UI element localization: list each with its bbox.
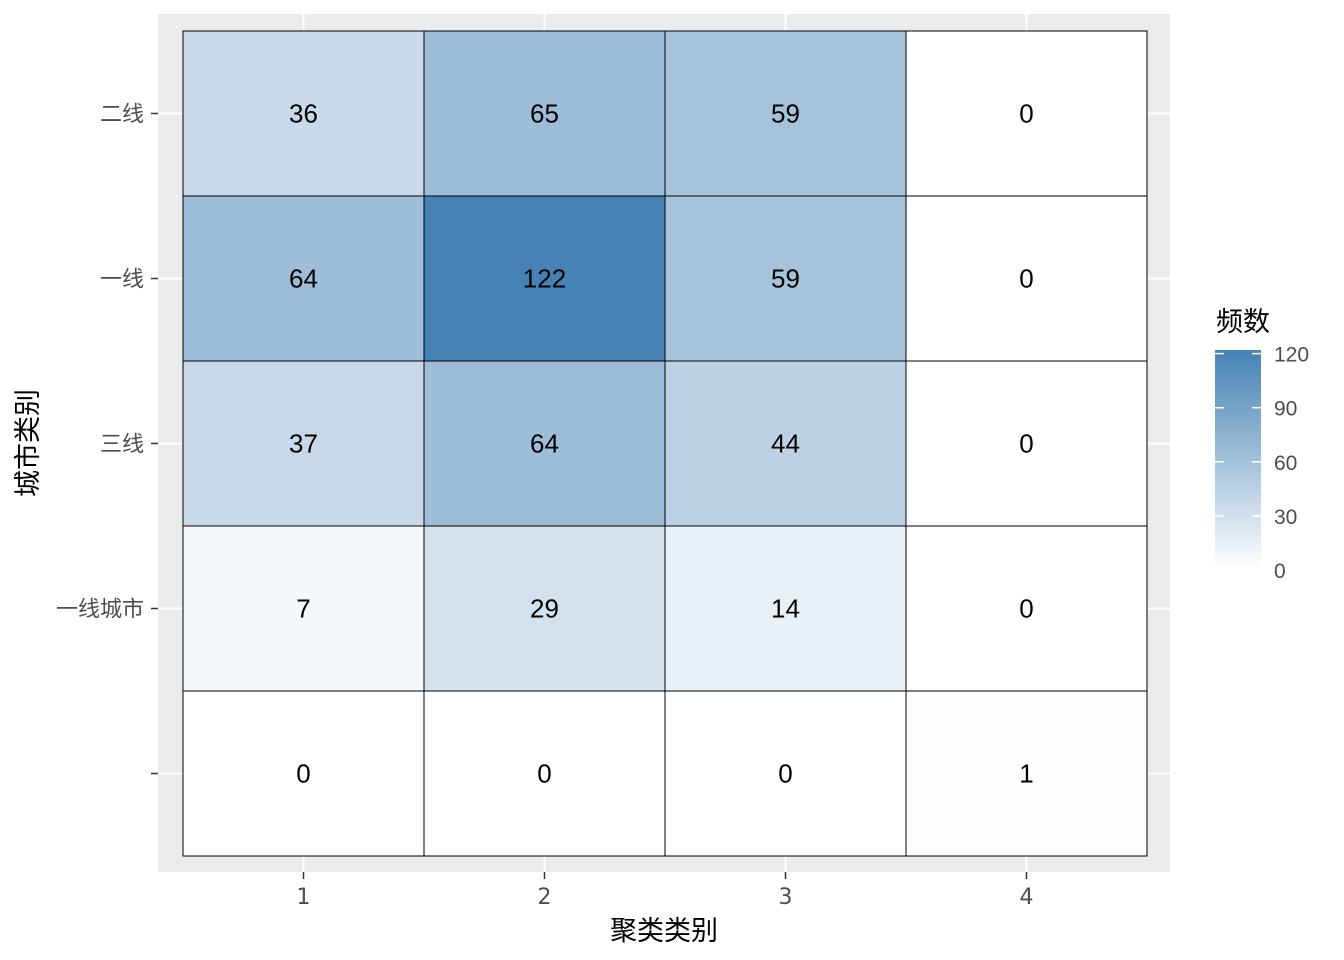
y-tick-label: 一线城市 bbox=[56, 598, 144, 623]
heatmap-cells bbox=[182, 30, 1148, 857]
heatmap-cell bbox=[182, 360, 425, 527]
heatmap-cell bbox=[905, 690, 1148, 857]
heatmap-cell bbox=[423, 525, 666, 692]
heatmap-cell bbox=[423, 360, 666, 527]
y-tick-label: 一线 bbox=[100, 268, 144, 293]
cell-value-label: 0 bbox=[537, 759, 551, 789]
x-axis: 1 2 3 4 bbox=[297, 872, 1034, 910]
heatmap-cell bbox=[664, 195, 907, 362]
x-tick-label: 2 bbox=[538, 885, 552, 910]
cell-value-label: 0 bbox=[1019, 264, 1033, 294]
cell-value-label: 0 bbox=[1019, 594, 1033, 624]
y-tick-label: 二线 bbox=[100, 103, 144, 128]
legend-tick-label: 0 bbox=[1274, 560, 1286, 583]
cell-value-label: 29 bbox=[530, 594, 559, 624]
y-tick-label: 三线 bbox=[100, 433, 144, 458]
heatmap-cell bbox=[423, 690, 666, 857]
cell-value-label: 0 bbox=[778, 759, 792, 789]
x-tick-label: 1 bbox=[297, 885, 311, 910]
cell-value-label: 44 bbox=[771, 429, 800, 459]
heatmap-cell bbox=[664, 30, 907, 197]
cell-value-label: 0 bbox=[1019, 99, 1033, 129]
heatmap-cell bbox=[182, 525, 425, 692]
cell-value-label: 65 bbox=[530, 99, 559, 129]
heatmap-cell bbox=[905, 195, 1148, 362]
heatmap-cell bbox=[664, 360, 907, 527]
cell-value-label: 14 bbox=[771, 594, 800, 624]
legend-ticks: 0 30 60 90 120 bbox=[1215, 344, 1309, 583]
heatmap-cell bbox=[182, 195, 425, 362]
heatmap-cell bbox=[905, 360, 1148, 527]
cell-value-label: 122 bbox=[523, 264, 566, 294]
x-tick-label: 4 bbox=[1020, 885, 1034, 910]
y-axis-title: 城市类别 bbox=[13, 389, 44, 497]
heatmap-cell bbox=[423, 30, 666, 197]
heatmap-cell bbox=[905, 30, 1148, 197]
legend: 频数 0 30 60 90 120 bbox=[1215, 307, 1309, 583]
cell-value-label: 36 bbox=[289, 99, 318, 129]
cell-value-label: 7 bbox=[296, 594, 310, 624]
legend-title: 频数 bbox=[1216, 307, 1270, 338]
legend-tick-label: 90 bbox=[1274, 398, 1297, 421]
cell-value-label: 0 bbox=[1019, 429, 1033, 459]
x-tick-label: 3 bbox=[779, 885, 793, 910]
cell-value-label: 64 bbox=[289, 264, 318, 294]
legend-tick-label: 30 bbox=[1274, 506, 1297, 529]
heatmap-cell bbox=[182, 30, 425, 197]
cell-value-label: 64 bbox=[530, 429, 559, 459]
legend-tick-label: 120 bbox=[1274, 344, 1309, 367]
cell-value-label: 59 bbox=[771, 264, 800, 294]
x-axis-title: 聚类类别 bbox=[610, 916, 718, 947]
cell-value-label: 1 bbox=[1019, 759, 1033, 789]
legend-tick-label: 60 bbox=[1274, 452, 1297, 475]
legend-colorbar bbox=[1215, 350, 1261, 570]
cell-value-label: 37 bbox=[289, 429, 318, 459]
cell-value-label: 0 bbox=[296, 759, 310, 789]
heatmap-cell bbox=[905, 525, 1148, 692]
cell-value-label: 59 bbox=[771, 99, 800, 129]
heatmap-cell bbox=[182, 690, 425, 857]
heatmap-cell bbox=[664, 525, 907, 692]
heatmap-cell bbox=[664, 690, 907, 857]
cell-labels: 36 65 59 0 64 122 59 0 37 64 44 0 7 29 14 0 0 0 0 1 bbox=[289, 99, 1034, 789]
